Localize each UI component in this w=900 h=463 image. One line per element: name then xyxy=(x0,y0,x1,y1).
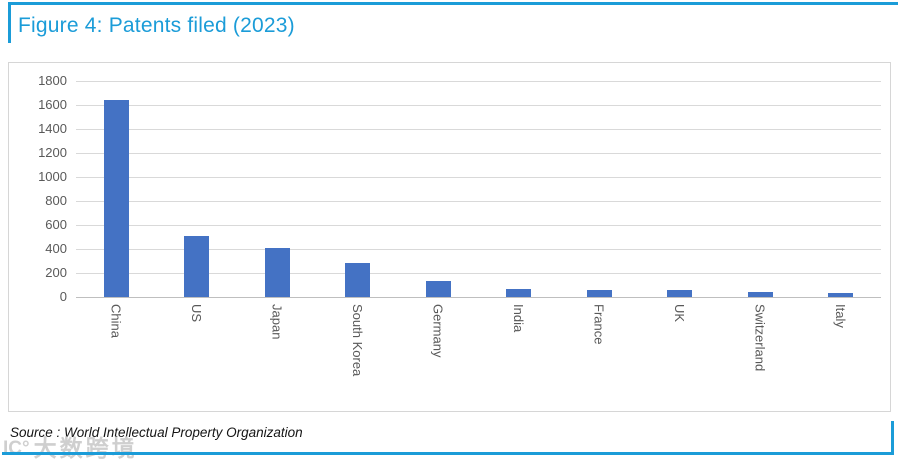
bar xyxy=(345,263,371,297)
y-tick-label: 1600 xyxy=(38,97,67,112)
frame-bottom-line xyxy=(2,452,894,455)
bar-column xyxy=(559,81,640,297)
gridline xyxy=(76,129,881,130)
bar xyxy=(506,289,532,297)
gridline xyxy=(76,153,881,154)
y-tick-label: 1200 xyxy=(38,145,67,160)
chart-container: 0 200 400 600 800 1000 1200 1400 1600 1800 China U… xyxy=(8,62,891,412)
bar xyxy=(103,100,129,297)
frame-left-line xyxy=(8,2,11,43)
bar-column xyxy=(237,81,318,297)
y-tick-label: 200 xyxy=(45,265,67,280)
gridline xyxy=(76,105,881,106)
y-tick-label: 1400 xyxy=(38,121,67,136)
gridline xyxy=(76,225,881,226)
frame-top-line xyxy=(8,2,898,5)
y-tick-label: 1000 xyxy=(38,169,67,184)
bar-column xyxy=(157,81,238,297)
source-caption: Source : World Intellectual Property Org… xyxy=(10,425,303,440)
bar-column xyxy=(76,81,157,297)
x-tick-label: Germany xyxy=(430,304,446,358)
y-tick-label: 1800 xyxy=(38,73,67,88)
watermark-text: 大数跨境 xyxy=(33,435,138,461)
watermark-logo-icon: IC° xyxy=(3,438,30,459)
bar-column xyxy=(318,81,399,297)
bar xyxy=(184,235,210,297)
y-tick-label: 600 xyxy=(45,217,67,232)
gridline xyxy=(76,81,881,82)
x-tick-label: UK xyxy=(671,304,687,323)
x-tick-label: US xyxy=(188,304,204,323)
gridline xyxy=(76,273,881,274)
bar xyxy=(747,291,773,297)
watermark: IC° 大数跨境 xyxy=(3,429,138,463)
bar xyxy=(667,290,693,297)
plot-area xyxy=(76,81,882,298)
bar-column xyxy=(801,81,882,297)
bar xyxy=(264,247,290,297)
figure-title: Figure 4: Patents filed (2023) xyxy=(18,14,295,37)
y-tick-label: 0 xyxy=(59,289,67,304)
gridline xyxy=(76,249,881,250)
frame-right-line xyxy=(891,421,894,455)
gridline xyxy=(76,177,881,178)
y-tick-label: 400 xyxy=(45,241,67,256)
x-tick-label: Japan xyxy=(269,304,285,340)
gridline xyxy=(76,297,881,298)
x-tick-label: South Korea xyxy=(349,304,365,377)
gridline xyxy=(76,201,881,202)
bar-column xyxy=(640,81,721,297)
bar-column xyxy=(479,81,560,297)
bar xyxy=(586,290,612,297)
bar-column xyxy=(720,81,801,297)
x-tick-label: India xyxy=(510,304,526,333)
x-tick-label: Switzerland xyxy=(752,304,768,372)
bar-column xyxy=(398,81,479,297)
y-tick-label: 800 xyxy=(45,193,67,208)
bar xyxy=(828,292,854,297)
x-tick-label: China xyxy=(108,304,124,338)
bar xyxy=(425,280,451,297)
x-tick-label: Italy xyxy=(832,304,848,328)
x-tick-label: France xyxy=(591,304,607,345)
